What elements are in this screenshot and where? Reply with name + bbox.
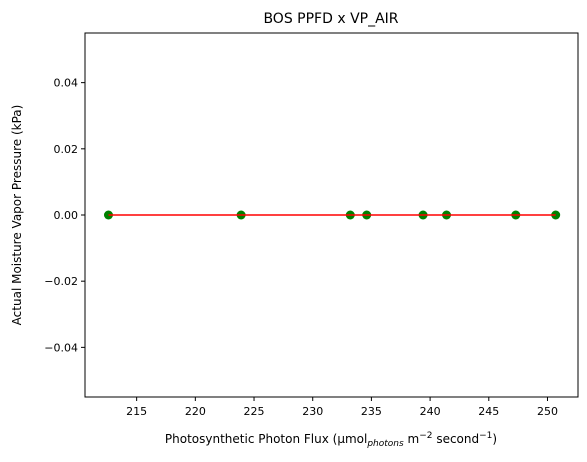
x-tick-label: 225 (244, 405, 265, 418)
y-tick-label: 0.00 (54, 209, 79, 222)
x-tick-label: 235 (361, 405, 382, 418)
x-axis-label-sup2: −1 (479, 431, 492, 441)
plot-frame (84, 32, 579, 398)
x-tick-label: 250 (537, 405, 558, 418)
x-axis-label-sup1: −2 (419, 431, 432, 441)
y-tick-label: 0.02 (54, 143, 79, 156)
x-tick-label: 245 (478, 405, 499, 418)
data-marks (103, 210, 561, 220)
x-axis-label: Photosynthetic Photon Flux (µmolphotons … (165, 431, 497, 449)
x-tick-label: 230 (302, 405, 323, 418)
x-tick-label: 240 (420, 405, 441, 418)
x-axis-ticks: 215 220 225 230 235 240 245 250 (126, 397, 558, 418)
chart-title: BOS PPFD x VP_AIR (263, 11, 398, 27)
x-axis-label-tail: second (433, 432, 480, 446)
x-axis-label-end: ) (492, 432, 497, 446)
x-axis-label-subscript: photons (366, 439, 404, 449)
x-axis-label-middle: m (404, 432, 420, 446)
y-axis-label: Actual Moisture Vapor Pressure (kPa) (10, 105, 24, 326)
x-tick-label: 215 (126, 405, 147, 418)
y-axis-ticks: −0.04 −0.02 0.00 0.02 0.04 (44, 77, 85, 354)
y-tick-label: 0.04 (54, 77, 79, 90)
y-tick-label: −0.04 (44, 341, 78, 354)
x-tick-label: 220 (185, 405, 206, 418)
x-axis-label-prefix: Photosynthetic Photon Flux (µmol (165, 432, 367, 446)
y-tick-label: −0.02 (44, 275, 78, 288)
